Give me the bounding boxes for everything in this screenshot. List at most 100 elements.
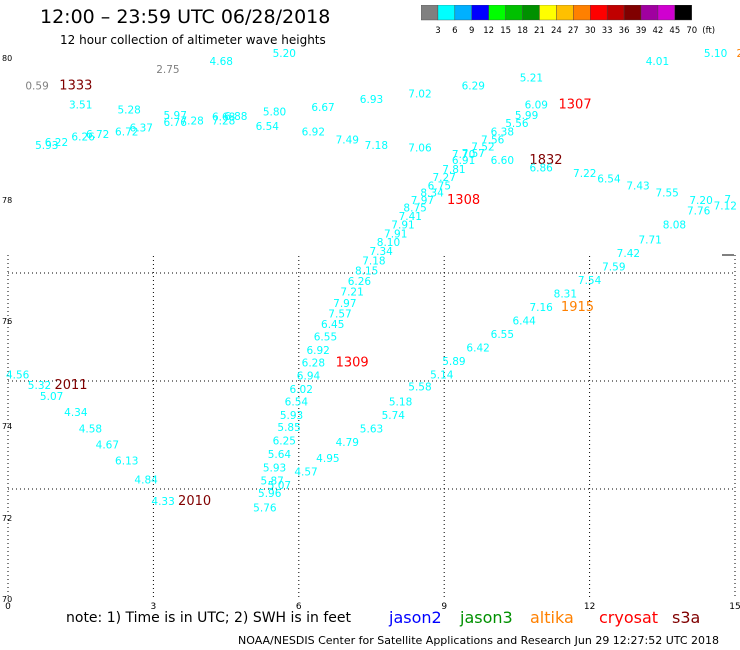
wave-height-value: 7.18: [362, 255, 385, 267]
wave-height-value: 5.87: [260, 476, 283, 488]
wave-height-value: 5.07: [268, 480, 291, 492]
color-scale-label: 27: [568, 26, 579, 35]
wave-height-value: 6.54: [597, 173, 621, 185]
wave-height-value: 4.34: [64, 407, 88, 419]
wave-height-value: 8.34: [420, 187, 444, 199]
wave-height-value: 6.45: [321, 319, 344, 331]
x-tick-label: 3: [151, 602, 157, 612]
wave-height-value: 6.26: [348, 276, 372, 288]
wave-height-value: 6.92: [302, 126, 325, 138]
wave-height-value: 8.08: [663, 220, 686, 232]
wave-height-value: 6.68: [212, 112, 235, 124]
wave-height-value: 7.57: [328, 308, 351, 320]
color-scale-label: (ft): [702, 26, 715, 35]
chart-title: 12:00 – 23:59 UTC 06/28/2018: [40, 6, 331, 28]
wave-height-value: 0.59: [25, 80, 48, 92]
wave-height-value: 7.28: [180, 116, 203, 128]
satellite-pass-id: 1309: [336, 355, 369, 370]
wave-height-value: 7.27: [433, 172, 456, 184]
wave-height-value: 6.25: [273, 436, 296, 448]
wave-height-value: 7.97: [411, 195, 434, 207]
wave-height-value: 7.55: [655, 187, 678, 199]
color-scale-legend: 3 6 9 12 15 18 21 24 27 30 33 36 39 42 45 70 (ft): [421, 5, 715, 35]
color-swatch: [674, 5, 692, 21]
x-tick-label: 0: [5, 602, 11, 612]
wave-height-value: 7.21: [340, 287, 363, 299]
wave-height-value: 8.15: [355, 266, 378, 278]
wave-height-value: 7.91: [384, 228, 407, 240]
wave-height-value: 3.51: [69, 99, 92, 111]
wave-height-value: 7.43: [626, 180, 649, 192]
wave-height-value: 6.86: [529, 162, 553, 174]
wave-height-value: 6.93: [360, 94, 383, 106]
wave-height-value: 6.29: [462, 80, 485, 92]
wave-height-value: 6.44: [512, 315, 536, 327]
wave-height-value: 4.95: [316, 453, 339, 465]
wave-height-value: 7.49: [336, 134, 359, 146]
wave-height-value: 7.18: [365, 140, 388, 152]
wave-height-value: 7.42: [617, 248, 640, 260]
wave-height-value: 6.94: [297, 370, 321, 382]
satellite-pass-id: 2011: [54, 378, 87, 393]
wave-height-value: 5.89: [442, 356, 465, 368]
legend-s3a: s3a: [672, 608, 701, 627]
wave-height-value: 5.99: [515, 110, 538, 122]
wave-height-value: 5.56: [505, 118, 529, 130]
wave-height-value: 6.38: [491, 126, 514, 138]
wave-height-value: 5.58: [408, 382, 431, 394]
wave-height-value: 5.28: [117, 105, 140, 117]
wave-height-value: 6.67: [311, 102, 334, 114]
wave-height-value: 6.55: [314, 332, 337, 344]
wave-height-value: 7.02: [408, 89, 431, 101]
wave-height-value: 4.68: [210, 56, 233, 68]
chart-subtitle: 12 hour collection of altimeter wave hei…: [60, 33, 326, 47]
color-scale-label: 24: [551, 26, 562, 35]
wave-height-value: 6.92: [306, 345, 329, 357]
wave-height-value: 5.14: [430, 369, 454, 381]
wave-height-value: 7: [724, 194, 731, 206]
wave-height-value: 8.10: [377, 237, 400, 249]
wave-height-value: 7.22: [573, 168, 596, 180]
wave-height-value: 7.34: [369, 246, 393, 258]
wave-height-value: 6.37: [130, 123, 153, 135]
y-tick-label: 72: [2, 514, 12, 523]
satellite-pass-id: 1915: [561, 300, 594, 315]
wave-height-value: 7.54: [578, 275, 602, 287]
legend-jason3: jason3: [460, 608, 513, 627]
color-scale-label: 18: [517, 26, 528, 35]
wave-height-value: 4.33: [151, 496, 174, 508]
wave-height-value: 5.93: [280, 410, 303, 422]
color-scale-label: 42: [653, 26, 664, 35]
wave-height-value: 6.54: [285, 396, 309, 408]
wave-height-value: 5.96: [258, 488, 282, 500]
wave-height-value: 6.13: [115, 456, 138, 468]
wave-height-value: 5.64: [268, 449, 292, 461]
wave-height-value: 5.10: [704, 48, 727, 60]
wave-height-value: 6.26: [71, 132, 95, 144]
wave-height-value: 6.02: [290, 384, 313, 396]
wave-height-value: 6.88: [224, 111, 247, 123]
wave-height-value: 5.93: [263, 463, 286, 475]
color-scale-label: 15: [500, 26, 511, 35]
wave-height-value: 2: [737, 48, 740, 60]
wave-height-value: 5.93: [35, 140, 58, 152]
wave-height-value: 4.84: [134, 475, 158, 487]
color-scale-label: 30: [585, 26, 596, 35]
wave-height-value: 5.97: [164, 110, 187, 122]
wave-height-value: 5.18: [389, 396, 412, 408]
color-scale-label: 39: [636, 26, 647, 35]
wave-height-value: 7.91: [391, 220, 414, 232]
wave-height-value: 4.01: [646, 56, 669, 68]
x-tick-label: 6: [296, 602, 302, 612]
x-tick-label: 12: [584, 602, 595, 612]
wave-height-value: 8.75: [403, 202, 426, 214]
color-scale-label: 12: [483, 26, 494, 35]
wave-height-value: 4.56: [6, 369, 30, 381]
wave-height-value: 6.28: [302, 357, 325, 369]
y-tick-label: 80: [2, 54, 12, 63]
wave-height-value: 5.76: [253, 503, 277, 515]
wave-height-value: 6.72: [115, 126, 138, 138]
wave-height-value: 7.76: [687, 206, 711, 218]
wave-height-value: 5.07: [40, 391, 63, 403]
